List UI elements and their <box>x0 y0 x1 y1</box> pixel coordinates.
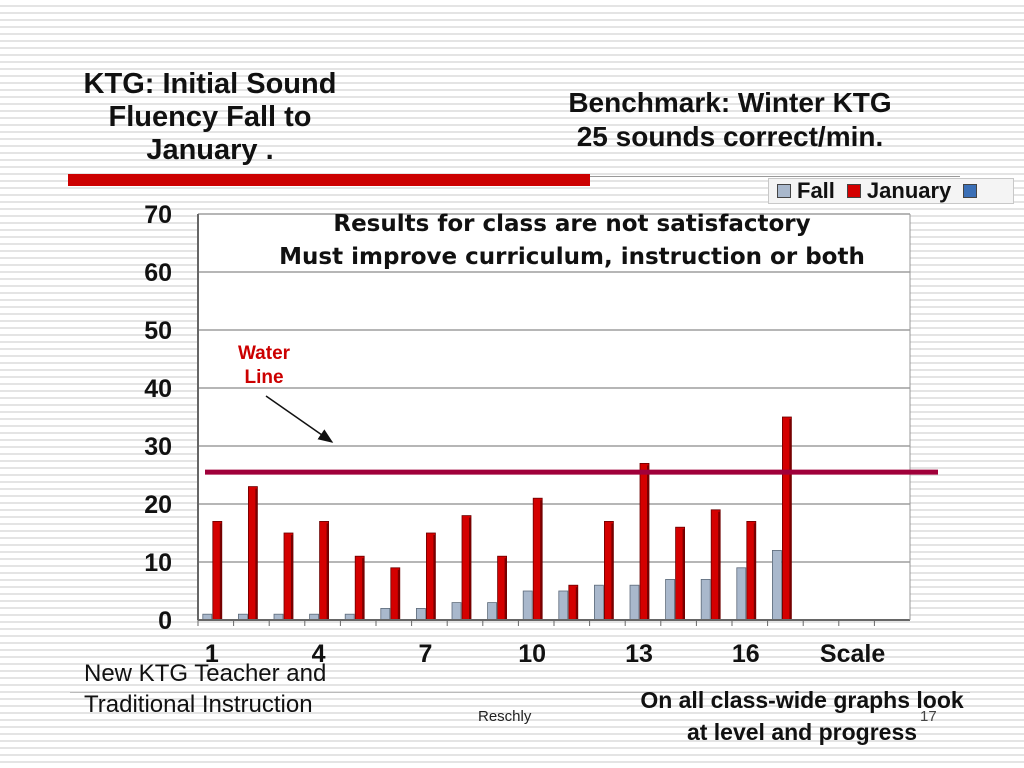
footer-note: On all class-wide graphs look at level a… <box>596 684 1008 748</box>
results-line-2: Must improve curriculum, instruction or … <box>279 244 865 270</box>
bar-fall <box>380 608 391 621</box>
x-tick-label: 10 <box>518 640 546 668</box>
results-callout: Results for class are not satisfactory M… <box>200 208 944 274</box>
bar-january-shade <box>433 535 436 620</box>
bar-fall <box>451 602 462 621</box>
y-tick-label: 10 <box>144 549 172 577</box>
legend-swatch-january <box>846 184 861 198</box>
bar-fall <box>629 584 640 621</box>
x-tick-label: 13 <box>625 640 653 668</box>
legend-label-january: January <box>866 178 952 203</box>
water-label-line-1: Water <box>237 343 291 364</box>
y-tick-label: 50 <box>144 317 172 345</box>
bar-fall <box>736 567 747 621</box>
water-label-line-2: Line <box>244 367 284 388</box>
benchmark-line-2: 25 sounds correct/min. <box>576 121 884 152</box>
y-tick-label: 40 <box>144 375 172 403</box>
bar-january-shade <box>255 488 258 620</box>
bar-fall <box>700 579 711 621</box>
bar-january-shade <box>611 523 614 620</box>
legend-swatch-scale <box>963 184 978 198</box>
water-line-label: Water Line <box>214 342 314 390</box>
bar-january-shade <box>540 500 543 620</box>
bar-january-shade <box>753 523 756 620</box>
x-tick-label: 4 <box>312 640 326 668</box>
bar-january-shade <box>397 569 400 620</box>
x-tick-label: 1 <box>205 640 219 668</box>
bar-fall <box>558 590 569 621</box>
plot-area <box>198 214 910 620</box>
bar-january-shade <box>575 587 578 620</box>
water-line-arrow <box>265 395 334 443</box>
results-line-1: Results for class are not satisfactory <box>333 211 811 237</box>
legend-swatch-fall <box>777 184 791 198</box>
x-tick-label: Scale <box>820 640 885 668</box>
x-tick-label: 16 <box>732 640 760 668</box>
title-underline-bar <box>68 174 590 186</box>
bar-fall <box>522 590 533 621</box>
x-tick-label: 7 <box>418 640 432 668</box>
benchmark-text: Benchmark: Winter KTG 25 sounds correct/… <box>500 86 960 154</box>
footer-divider <box>70 692 970 693</box>
bar-january-shade <box>504 558 507 620</box>
title-line-1: KTG: Initial Sound <box>83 68 337 100</box>
footer-caption: New KTG Teacher and Traditional Instruct… <box>84 658 414 720</box>
footer-note-line-2: at level and progress <box>686 719 918 745</box>
footer-caption-line-2: Traditional Instruction <box>84 691 313 718</box>
author-name: Reschly <box>478 708 532 725</box>
bar-fall <box>594 584 604 621</box>
bar-january-shade <box>291 535 293 620</box>
y-tick-label: 0 <box>158 607 172 635</box>
footer-caption-line-1: New KTG Teacher and <box>84 660 327 687</box>
bar-january-shade <box>362 558 365 620</box>
bar-january-shade <box>219 523 222 620</box>
bar-fall <box>665 579 675 621</box>
footer-note-line-1: On all class-wide graphs look <box>640 687 964 713</box>
bar-january-shade <box>789 419 792 620</box>
bar-january-shade <box>647 465 649 620</box>
bar-january-shade <box>718 511 721 620</box>
page-number: 17 <box>920 708 937 725</box>
bar-fall <box>487 602 498 621</box>
slide-title: KTG: Initial Sound Fluency Fall to Janua… <box>40 68 380 167</box>
title-divider-line <box>590 176 960 177</box>
benchmark-line-1: Benchmark: Winter KTG <box>568 87 892 118</box>
bar-january-shade <box>682 529 685 620</box>
y-tick-label: 70 <box>144 201 172 229</box>
bar-fall <box>415 608 426 621</box>
title-line-2: Fluency Fall to <box>108 101 312 133</box>
bar-january-shade <box>326 523 329 620</box>
title-line-3: January . <box>146 134 274 166</box>
y-tick-label: 20 <box>144 491 172 519</box>
legend-label-fall: Fall <box>797 178 835 203</box>
bar-january-shade <box>469 517 471 620</box>
y-tick-label: 60 <box>144 259 172 287</box>
y-tick-label: 30 <box>144 433 172 461</box>
bar-fall <box>772 550 782 621</box>
chart-legend: Fall January <box>768 178 1014 204</box>
